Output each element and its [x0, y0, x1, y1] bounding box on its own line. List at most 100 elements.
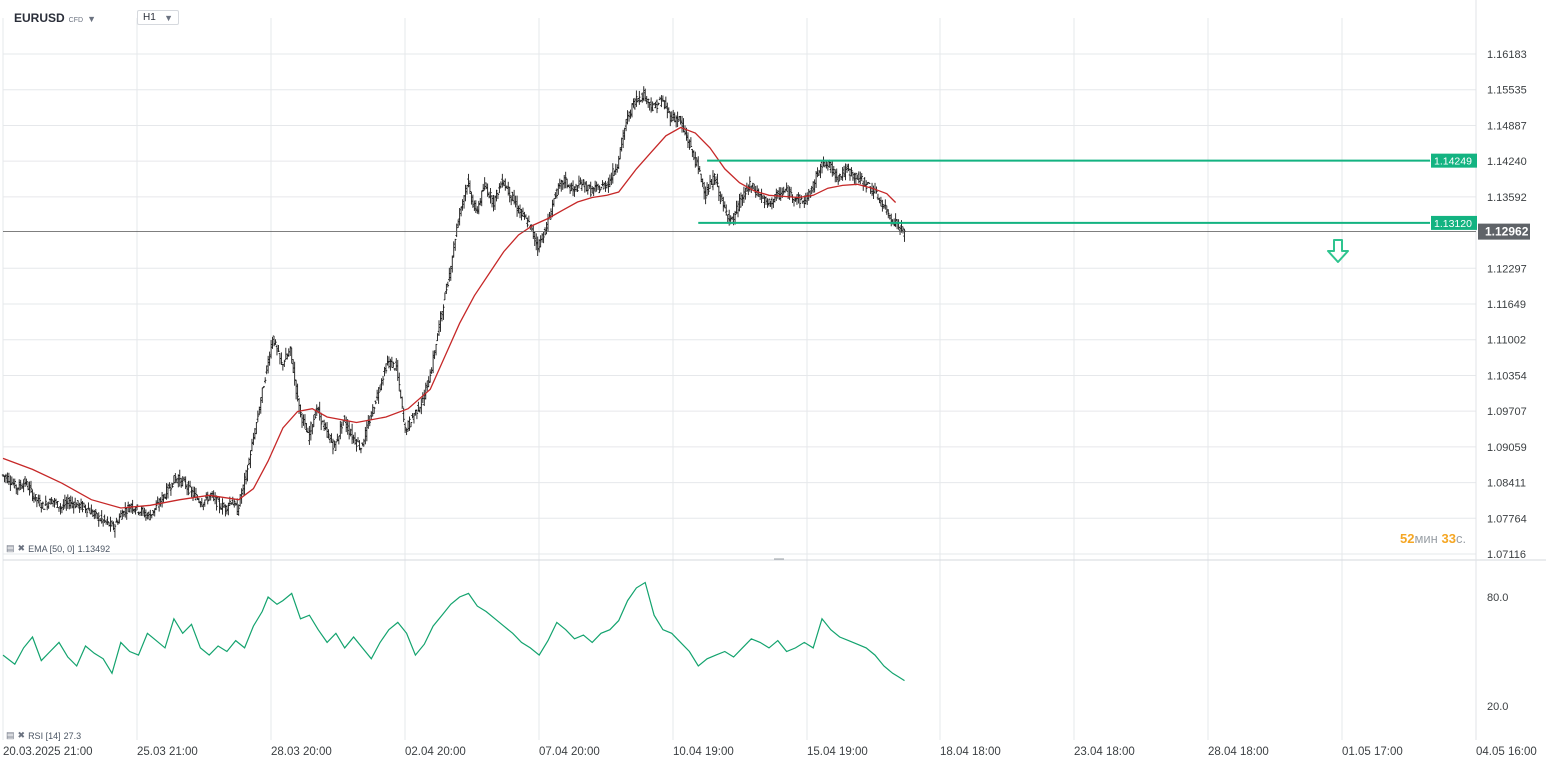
- candle: [479, 198, 482, 206]
- candle: [464, 184, 467, 202]
- candle: [249, 450, 252, 469]
- candle: [826, 161, 830, 171]
- candle: [791, 194, 794, 204]
- candle: [272, 335, 276, 347]
- candle: [814, 171, 818, 188]
- candle: [836, 175, 840, 185]
- candle: [367, 415, 370, 429]
- candle: [115, 517, 118, 523]
- candle: [168, 482, 171, 489]
- candle: [306, 427, 310, 434]
- candle: [256, 410, 260, 423]
- candle: [595, 181, 598, 192]
- candle: [246, 465, 249, 482]
- candle: [336, 433, 339, 442]
- candle: [775, 188, 778, 201]
- candle: [598, 185, 601, 194]
- candle: [570, 182, 573, 192]
- candle: [489, 188, 492, 204]
- candle: [132, 508, 136, 513]
- candle: [99, 517, 102, 522]
- candle: [125, 507, 128, 520]
- candle: [119, 510, 123, 518]
- candle: [844, 163, 847, 181]
- candle: [674, 115, 678, 128]
- candle: [848, 168, 852, 181]
- candle: [101, 519, 105, 527]
- candle: [620, 137, 623, 152]
- settings-icon[interactable]: ▤: [6, 543, 15, 553]
- candle: [649, 97, 653, 113]
- candle: [327, 429, 330, 439]
- candle: [483, 177, 486, 191]
- candle: [350, 423, 354, 445]
- candle: [400, 396, 404, 409]
- candle: [660, 95, 663, 108]
- candle: [838, 173, 841, 182]
- candle: [894, 213, 897, 228]
- candle: [481, 183, 485, 192]
- candle: [57, 507, 61, 512]
- symbol-selector[interactable]: EURUSD CFD ▼: [14, 11, 96, 25]
- candle: [13, 478, 16, 489]
- candle: [190, 486, 193, 498]
- candle: [124, 502, 127, 518]
- candle: [540, 233, 544, 243]
- timeframe-selector[interactable]: H1 ▼: [137, 10, 179, 25]
- candle: [244, 469, 248, 485]
- candle: [710, 178, 713, 185]
- candle: [533, 231, 536, 247]
- candle: [617, 155, 620, 170]
- close-icon[interactable]: ✖: [17, 543, 26, 553]
- candle: [12, 478, 15, 486]
- candle: [78, 502, 81, 513]
- candle: [713, 173, 716, 185]
- candle: [328, 434, 332, 444]
- candle: [602, 182, 606, 190]
- candle: [381, 376, 385, 386]
- candle: [817, 169, 821, 176]
- price-tick-label: 1.12297: [1487, 263, 1527, 275]
- candle: [507, 181, 510, 196]
- candle: [879, 196, 883, 207]
- candle: [888, 214, 891, 220]
- candle: [144, 509, 148, 521]
- candle: [393, 368, 397, 371]
- candle: [593, 180, 597, 193]
- candle: [476, 206, 479, 214]
- candle: [96, 513, 99, 520]
- candle: [241, 484, 245, 496]
- candle: [334, 441, 338, 451]
- candle: [845, 163, 849, 173]
- candle: [711, 170, 715, 191]
- candle: [486, 183, 489, 197]
- candle: [535, 233, 538, 251]
- countdown-seconds: 33: [1441, 531, 1456, 546]
- candle: [567, 184, 570, 187]
- candle: [638, 90, 641, 105]
- candle: [421, 392, 425, 404]
- candle: [565, 178, 569, 189]
- candle: [340, 421, 343, 434]
- candle: [194, 487, 198, 501]
- candle: [221, 498, 224, 515]
- candle: [97, 512, 100, 527]
- candle: [676, 111, 679, 128]
- candle: [319, 412, 323, 431]
- candle: [789, 186, 793, 198]
- candle: [165, 483, 168, 500]
- candle: [465, 184, 469, 195]
- candle: [206, 491, 209, 505]
- candle: [502, 179, 506, 187]
- candle: [509, 195, 513, 206]
- close-icon[interactable]: ✖: [17, 730, 26, 740]
- settings-icon[interactable]: ▤: [6, 730, 15, 740]
- price-tick-label: 1.15535: [1487, 85, 1527, 97]
- candle: [613, 170, 616, 176]
- candle: [103, 514, 106, 524]
- candle: [69, 495, 72, 509]
- candle: [807, 188, 810, 201]
- candle: [716, 173, 719, 187]
- candle: [663, 99, 666, 110]
